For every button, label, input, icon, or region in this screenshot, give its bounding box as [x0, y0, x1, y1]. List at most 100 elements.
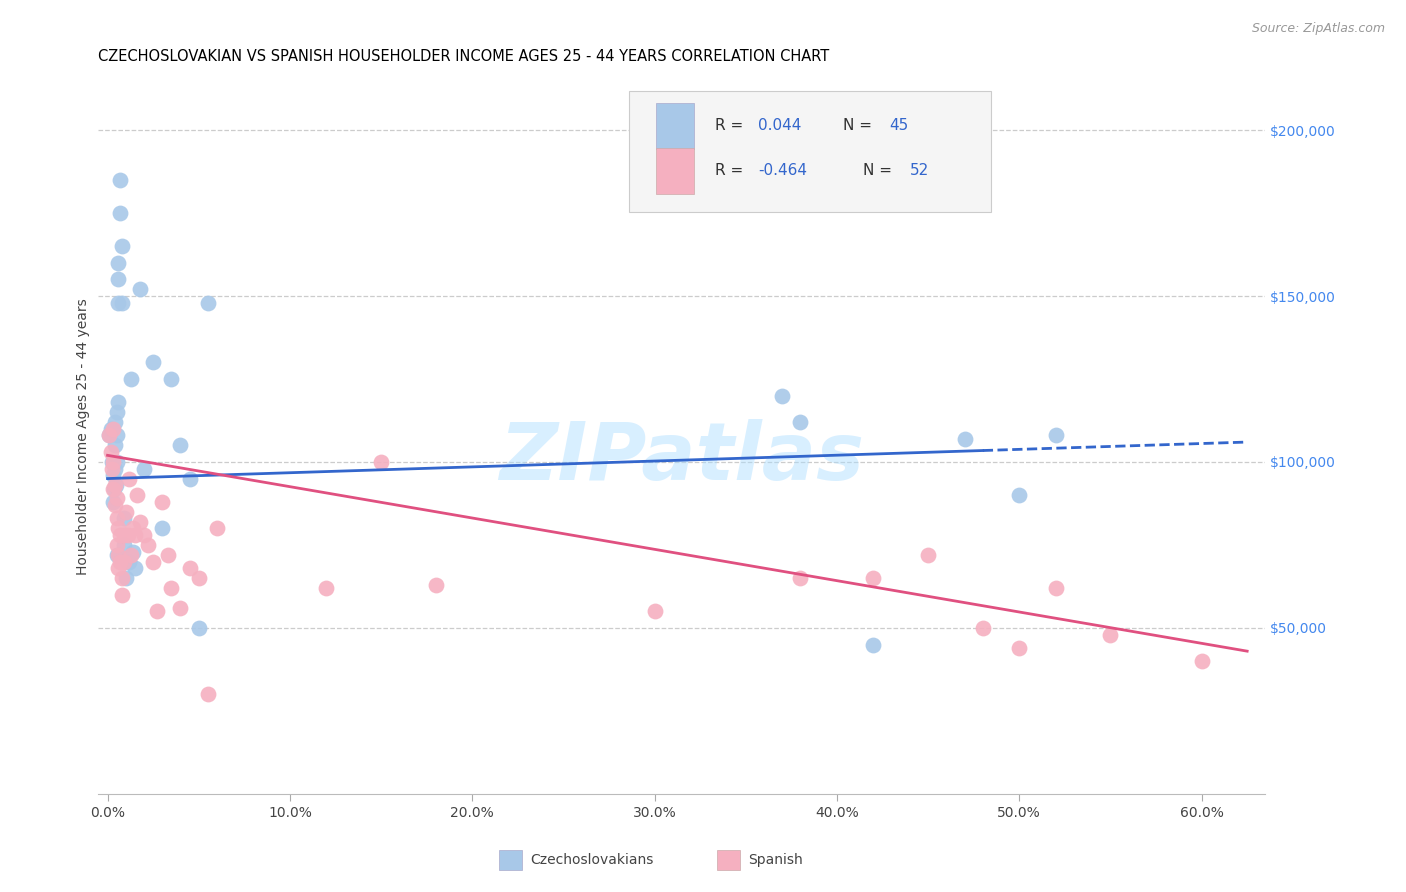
- Point: [101, 422, 124, 436]
- FancyBboxPatch shape: [657, 103, 693, 150]
- Point: [1045, 581, 1067, 595]
- Point: [120, 372, 142, 386]
- Point: [98, 428, 121, 442]
- Point: [112, 555, 135, 569]
- Point: [104, 438, 127, 452]
- Text: R =: R =: [714, 163, 748, 178]
- Point: [972, 621, 994, 635]
- Point: [107, 272, 129, 286]
- Point: [98, 428, 121, 442]
- Point: [112, 538, 135, 552]
- Point: [146, 604, 169, 618]
- Point: [205, 521, 228, 535]
- Text: ZIPatlas: ZIPatlas: [499, 419, 865, 498]
- Text: N =: N =: [844, 119, 877, 134]
- FancyBboxPatch shape: [630, 91, 991, 212]
- Point: [136, 538, 159, 552]
- Text: 45: 45: [890, 119, 908, 134]
- Point: [107, 548, 129, 562]
- Point: [110, 173, 132, 187]
- Point: [187, 621, 209, 635]
- Point: [101, 468, 124, 483]
- Point: [103, 482, 125, 496]
- Point: [142, 555, 165, 569]
- Point: [105, 455, 128, 469]
- Y-axis label: Householder Income Ages 25 - 44 years: Householder Income Ages 25 - 44 years: [76, 299, 90, 575]
- Point: [101, 461, 124, 475]
- Point: [129, 282, 152, 296]
- Point: [953, 432, 976, 446]
- Point: [101, 455, 124, 469]
- Point: [150, 495, 173, 509]
- Point: [1008, 640, 1031, 655]
- Point: [1099, 627, 1122, 641]
- Text: -0.464: -0.464: [758, 163, 807, 178]
- Point: [117, 528, 139, 542]
- Point: [104, 478, 127, 492]
- Point: [110, 555, 132, 569]
- Point: [105, 548, 128, 562]
- Point: [197, 295, 219, 310]
- Text: Spanish: Spanish: [748, 853, 803, 867]
- Point: [150, 521, 173, 535]
- Point: [107, 395, 129, 409]
- Point: [105, 538, 128, 552]
- Point: [315, 581, 337, 595]
- Point: [917, 548, 939, 562]
- Point: [142, 355, 165, 369]
- Point: [104, 415, 127, 429]
- Point: [114, 505, 136, 519]
- Point: [107, 561, 129, 575]
- Text: R =: R =: [714, 119, 748, 134]
- Point: [789, 571, 811, 585]
- Point: [187, 571, 209, 585]
- Point: [862, 638, 884, 652]
- Point: [120, 548, 142, 562]
- Text: N =: N =: [863, 163, 897, 178]
- Point: [132, 461, 155, 475]
- Point: [104, 461, 127, 475]
- FancyBboxPatch shape: [657, 148, 693, 194]
- Point: [169, 438, 191, 452]
- Point: [117, 555, 139, 569]
- Point: [160, 581, 183, 595]
- Point: [101, 455, 124, 469]
- Point: [118, 555, 141, 569]
- Point: [862, 571, 884, 585]
- Point: [118, 472, 141, 486]
- Point: [770, 388, 793, 402]
- Point: [107, 295, 129, 310]
- Point: [111, 295, 134, 310]
- Point: [101, 482, 124, 496]
- Point: [122, 521, 145, 535]
- Point: [179, 561, 201, 575]
- Point: [122, 544, 145, 558]
- Text: Czechoslovakians: Czechoslovakians: [530, 853, 654, 867]
- Point: [110, 206, 132, 220]
- Point: [111, 239, 134, 253]
- Point: [100, 445, 122, 459]
- Point: [156, 548, 179, 562]
- Point: [107, 521, 129, 535]
- Point: [101, 495, 124, 509]
- Point: [105, 511, 128, 525]
- Point: [111, 588, 134, 602]
- Point: [112, 528, 135, 542]
- Point: [110, 528, 132, 542]
- Text: 0.044: 0.044: [758, 119, 801, 134]
- Point: [105, 491, 128, 506]
- Point: [105, 428, 128, 442]
- Point: [160, 372, 183, 386]
- Point: [1008, 488, 1031, 502]
- Point: [104, 498, 127, 512]
- Point: [179, 472, 201, 486]
- Point: [105, 405, 128, 419]
- Point: [111, 571, 134, 585]
- Point: [125, 488, 148, 502]
- Point: [1045, 428, 1067, 442]
- Point: [124, 528, 146, 542]
- Point: [789, 415, 811, 429]
- Point: [370, 455, 392, 469]
- Point: [114, 571, 136, 585]
- Point: [644, 604, 666, 618]
